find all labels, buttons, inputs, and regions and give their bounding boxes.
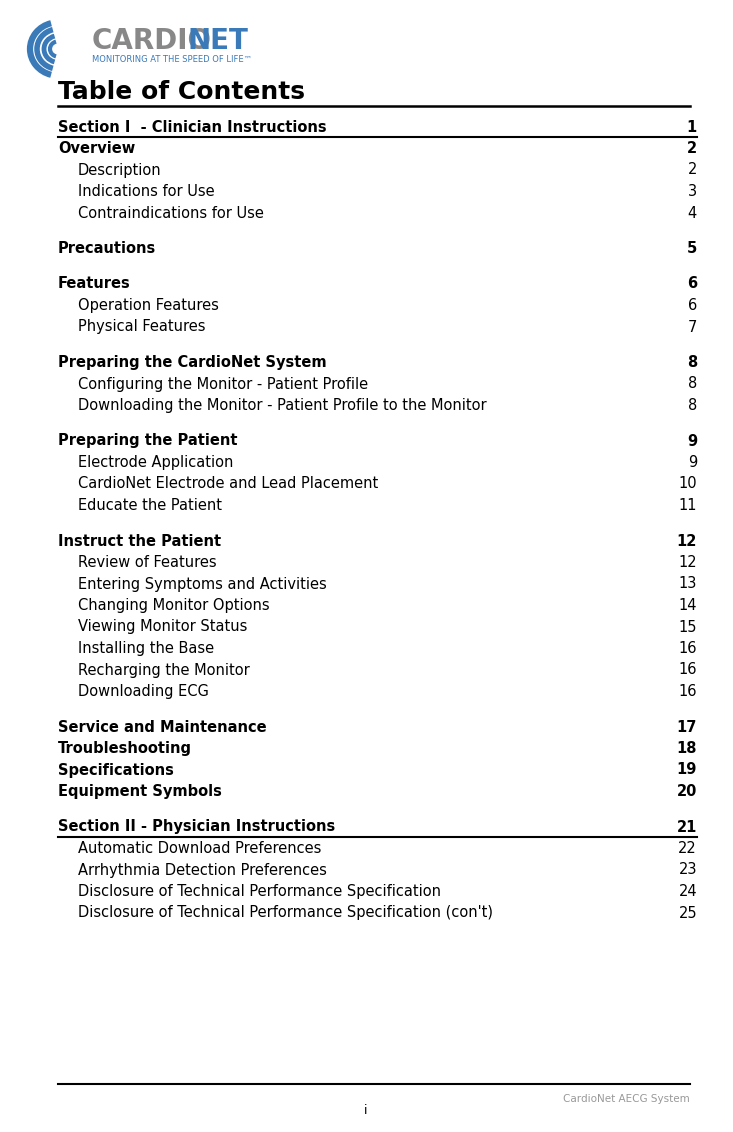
- Text: i: i: [364, 1104, 368, 1116]
- Text: NET: NET: [187, 27, 248, 55]
- Text: 11: 11: [679, 498, 697, 513]
- Text: Features: Features: [58, 276, 130, 292]
- Text: Table of Contents: Table of Contents: [58, 80, 305, 104]
- Text: 5: 5: [687, 241, 697, 256]
- Text: 16: 16: [679, 641, 697, 657]
- Text: Overview: Overview: [58, 142, 136, 156]
- Text: 22: 22: [678, 841, 697, 856]
- Text: 4: 4: [688, 206, 697, 221]
- Text: 16: 16: [679, 684, 697, 698]
- Text: 3: 3: [688, 185, 697, 199]
- Text: Section II - Physician Instructions: Section II - Physician Instructions: [58, 820, 335, 834]
- Text: 9: 9: [688, 455, 697, 470]
- Text: 17: 17: [677, 720, 697, 735]
- Text: Electrode Application: Electrode Application: [78, 455, 233, 470]
- Text: 8: 8: [687, 355, 697, 370]
- Text: 25: 25: [678, 906, 697, 920]
- Text: Indications for Use: Indications for Use: [78, 185, 215, 199]
- Text: Operation Features: Operation Features: [78, 298, 219, 314]
- Text: Disclosure of Technical Performance Specification (con't): Disclosure of Technical Performance Spec…: [78, 906, 493, 920]
- Text: Specifications: Specifications: [58, 763, 174, 778]
- Text: Instruct the Patient: Instruct the Patient: [58, 533, 221, 549]
- Text: Automatic Download Preferences: Automatic Download Preferences: [78, 841, 321, 856]
- Text: Precautions: Precautions: [58, 241, 156, 256]
- Text: Preparing the CardioNet System: Preparing the CardioNet System: [58, 355, 327, 370]
- Text: Entering Symptoms and Activities: Entering Symptoms and Activities: [78, 576, 327, 592]
- Text: 7: 7: [688, 319, 697, 334]
- Text: 6: 6: [687, 276, 697, 292]
- Text: CARDIO: CARDIO: [92, 27, 212, 55]
- Text: Disclosure of Technical Performance Specification: Disclosure of Technical Performance Spec…: [78, 884, 441, 899]
- Text: Physical Features: Physical Features: [78, 319, 205, 334]
- Text: 12: 12: [677, 533, 697, 549]
- Text: 10: 10: [678, 477, 697, 491]
- Text: Downloading the Monitor - Patient Profile to the Monitor: Downloading the Monitor - Patient Profil…: [78, 398, 487, 413]
- Text: Preparing the Patient: Preparing the Patient: [58, 434, 237, 448]
- Text: Educate the Patient: Educate the Patient: [78, 498, 222, 513]
- Text: 24: 24: [678, 884, 697, 899]
- Text: 18: 18: [677, 741, 697, 756]
- Text: MONITORING AT THE SPEED OF LIFE™: MONITORING AT THE SPEED OF LIFE™: [92, 55, 252, 65]
- Text: Viewing Monitor Status: Viewing Monitor Status: [78, 619, 247, 635]
- Text: Review of Features: Review of Features: [78, 555, 217, 571]
- Text: 8: 8: [688, 377, 697, 392]
- Text: 20: 20: [677, 784, 697, 799]
- Text: CardioNet AECG System: CardioNet AECG System: [563, 1094, 690, 1104]
- Text: 13: 13: [679, 576, 697, 592]
- Text: Configuring the Monitor - Patient Profile: Configuring the Monitor - Patient Profil…: [78, 377, 368, 392]
- Text: Changing Monitor Options: Changing Monitor Options: [78, 598, 270, 614]
- Text: 6: 6: [688, 298, 697, 314]
- Text: 19: 19: [677, 763, 697, 778]
- Text: 23: 23: [679, 863, 697, 877]
- Text: 1: 1: [687, 120, 697, 135]
- Text: Description: Description: [78, 163, 161, 178]
- Text: 14: 14: [679, 598, 697, 614]
- Text: CardioNet Electrode and Lead Placement: CardioNet Electrode and Lead Placement: [78, 477, 378, 491]
- Text: 16: 16: [679, 662, 697, 677]
- Text: 15: 15: [679, 619, 697, 635]
- Text: 12: 12: [678, 555, 697, 571]
- Text: Downloading ECG: Downloading ECG: [78, 684, 209, 698]
- Text: Service and Maintenance: Service and Maintenance: [58, 720, 267, 735]
- Text: 2: 2: [688, 163, 697, 178]
- Text: 9: 9: [687, 434, 697, 448]
- Text: Equipment Symbols: Equipment Symbols: [58, 784, 222, 799]
- Text: 21: 21: [677, 820, 697, 834]
- Text: Installing the Base: Installing the Base: [78, 641, 214, 657]
- Text: 2: 2: [687, 142, 697, 156]
- Text: 8: 8: [688, 398, 697, 413]
- Text: Recharging the Monitor: Recharging the Monitor: [78, 662, 250, 677]
- Text: Arrhythmia Detection Preferences: Arrhythmia Detection Preferences: [78, 863, 327, 877]
- Text: Section I  - Clinician Instructions: Section I - Clinician Instructions: [58, 120, 327, 135]
- Text: Troubleshooting: Troubleshooting: [58, 741, 192, 756]
- Text: Contraindications for Use: Contraindications for Use: [78, 206, 264, 221]
